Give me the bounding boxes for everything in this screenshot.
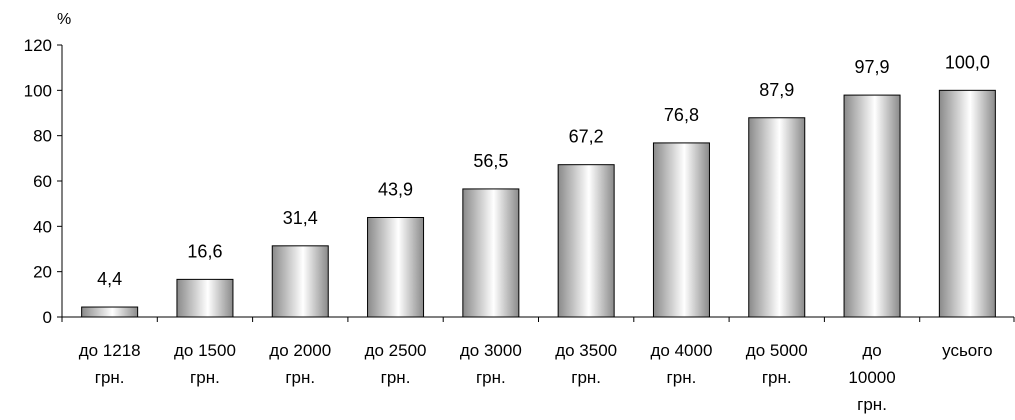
category-label: до 2500 грн. — [365, 341, 427, 387]
data-label: 4,4 — [97, 269, 122, 289]
y-tick-label: 120 — [24, 36, 52, 55]
data-label: 76,8 — [664, 105, 699, 125]
bar — [652, 142, 710, 318]
bar — [271, 245, 329, 318]
y-tick-label: 60 — [33, 172, 52, 191]
bars — [81, 89, 996, 318]
bar — [176, 278, 234, 318]
data-label: 97,9 — [855, 57, 890, 77]
bar — [462, 188, 520, 318]
y-tick-label: 100 — [24, 81, 52, 100]
category-labels: до 1218 грн. до 1500 грн. до 2000 грн. до 2500… — [79, 341, 993, 414]
category-label: до 1500 грн. — [174, 341, 236, 387]
category-label: до 1218 грн. — [79, 341, 141, 387]
category-label: до 3500 грн. — [555, 341, 617, 387]
data-label: 100,0 — [945, 52, 990, 72]
y-tick-label: 0 — [43, 308, 52, 327]
bar — [938, 89, 996, 318]
category-label: до 2000 грн. — [269, 341, 331, 387]
y-tick-label: 20 — [33, 263, 52, 282]
bar — [843, 94, 901, 318]
category-label: усього — [942, 341, 992, 360]
data-label: 56,5 — [473, 151, 508, 171]
data-labels: 4,4 16,6 31,4 43,9 56,5 67,2 76,8 87,9 97,9 100,0 — [97, 52, 990, 289]
y-axis-unit-label: % — [57, 11, 71, 28]
bar — [81, 306, 139, 318]
x-axis — [61, 316, 1015, 322]
data-label: 16,6 — [187, 241, 222, 261]
data-label: 87,9 — [759, 80, 794, 100]
y-axis: 0 20 40 60 80 100 120 — [24, 36, 63, 327]
category-label: до 3000 грн. — [460, 341, 522, 387]
bar — [748, 117, 806, 318]
bar — [557, 164, 615, 318]
category-label: до 5000 грн. — [746, 341, 808, 387]
bar — [367, 216, 425, 318]
data-label: 31,4 — [283, 208, 318, 228]
y-tick-label: 40 — [33, 217, 52, 236]
category-label: до 10000 грн. — [848, 341, 895, 414]
category-label: до 4000 грн. — [650, 341, 712, 387]
y-tick-label: 80 — [33, 127, 52, 146]
data-label: 67,2 — [569, 127, 604, 147]
data-label: 43,9 — [378, 179, 413, 199]
